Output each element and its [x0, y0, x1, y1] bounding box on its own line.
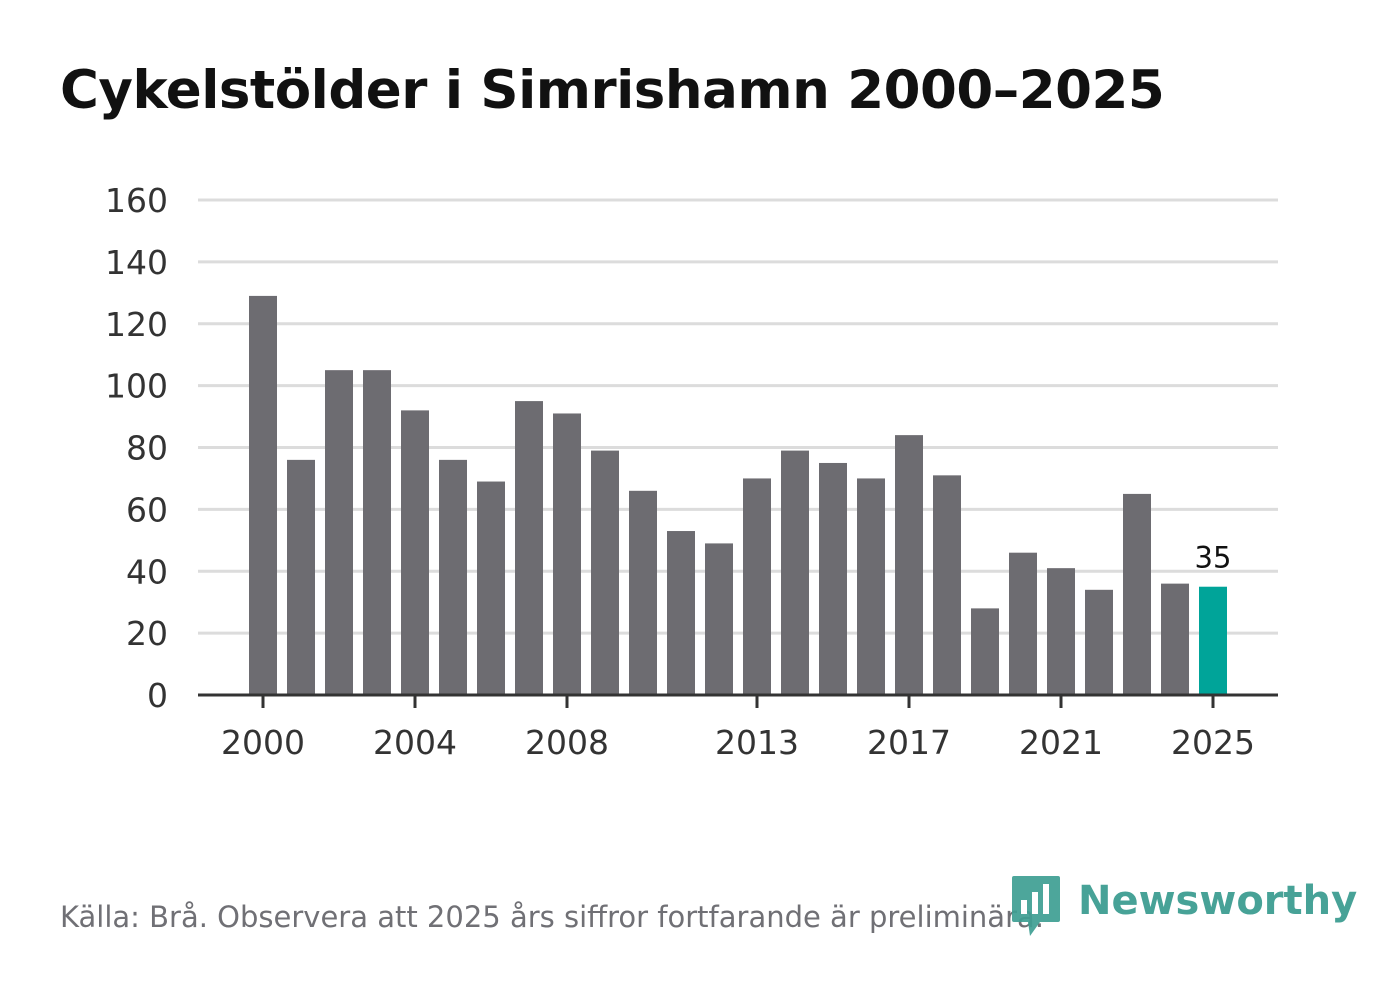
bar [515, 401, 543, 695]
y-tick-label: 100 [105, 367, 168, 406]
bar [705, 543, 733, 695]
bar [971, 608, 999, 695]
bar [895, 435, 923, 695]
bar [629, 490, 657, 695]
x-tick-label: 2000 [221, 723, 305, 762]
data-label: 35 [1195, 541, 1232, 575]
bar [439, 459, 467, 695]
bar [781, 450, 809, 695]
bar [553, 413, 581, 695]
y-tick-label: 40 [126, 552, 168, 591]
bar [591, 450, 619, 695]
y-tick-label: 80 [126, 429, 168, 468]
bar-highlight [1199, 586, 1227, 695]
bar [1047, 568, 1075, 695]
bar [249, 295, 277, 695]
x-tick-label: 2008 [525, 723, 609, 762]
y-tick-label: 20 [126, 614, 168, 653]
bar [477, 481, 505, 695]
bar [819, 462, 847, 695]
x-tick-label: 2013 [715, 723, 799, 762]
x-tick-label: 2004 [373, 723, 457, 762]
x-tick-label: 2017 [867, 723, 951, 762]
y-tick-label: 60 [126, 490, 168, 529]
bar [1009, 552, 1037, 695]
bar [857, 478, 885, 695]
y-tick-label: 140 [105, 243, 168, 282]
bar [667, 531, 695, 695]
x-tick-label: 2025 [1171, 723, 1255, 762]
bar [325, 370, 353, 695]
bar [1161, 583, 1189, 695]
newsworthy-logo: Newsworthy [1010, 874, 1357, 944]
bar [1085, 589, 1113, 695]
bar [933, 475, 961, 695]
y-tick-label: 120 [105, 305, 168, 344]
newsworthy-logo-icon [1012, 876, 1060, 936]
y-tick-label: 0 [147, 676, 168, 715]
source-note: Källa: Brå. Observera att 2025 års siffr… [60, 900, 1044, 934]
logo-text: Newsworthy [1078, 878, 1358, 924]
x-tick-label: 2021 [1019, 723, 1103, 762]
bar [743, 478, 771, 695]
bar [287, 459, 315, 695]
bar [1123, 493, 1151, 695]
bar [401, 410, 429, 695]
chart-title: Cykelstölder i Simrishamn 2000–2025 [60, 60, 1165, 121]
y-tick-label: 160 [105, 181, 168, 220]
bar [363, 370, 391, 695]
